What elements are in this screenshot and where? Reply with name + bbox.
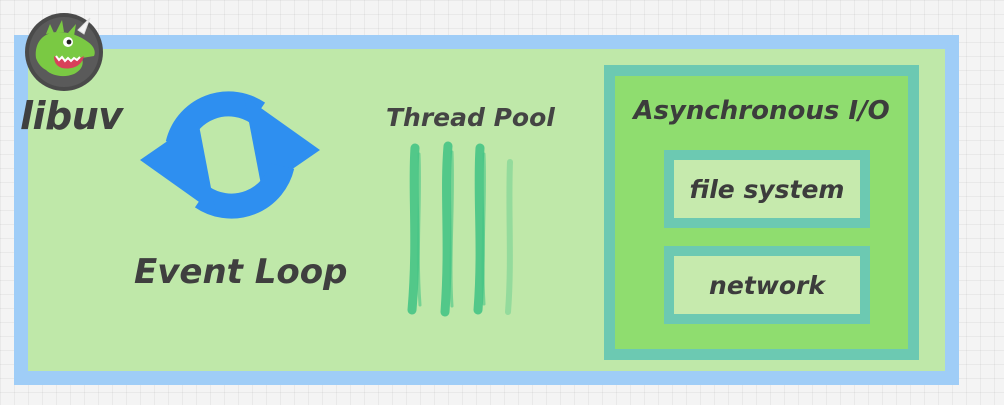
event-loop-label: Event Loop [134,252,348,292]
file-system-box: file system [664,150,870,228]
thread-strokes-icon [407,141,513,317]
libuv-label: libuv [20,94,123,138]
dinosaur-logo-icon [25,13,103,91]
async-io-panel: Asynchronous I/O file system network [604,65,919,360]
network-box: network [664,246,870,324]
circular-arrows-icon [140,91,320,219]
async-io-title: Asynchronous I/O [633,96,890,126]
thread-pool-label: Thread Pool [386,103,555,132]
